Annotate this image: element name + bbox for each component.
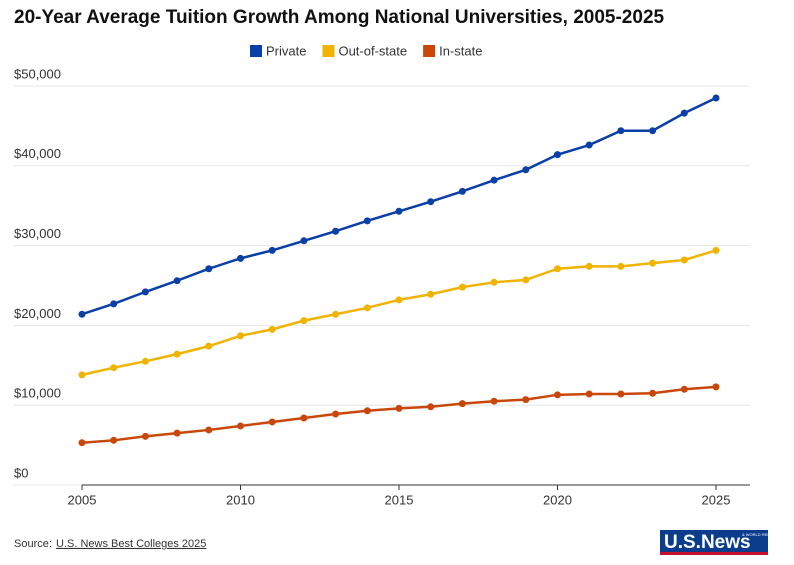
point	[554, 391, 561, 399]
point	[680, 256, 688, 264]
y-tick-label: $20,000	[14, 306, 61, 321]
point	[173, 277, 181, 285]
legend-label: Out-of-state	[338, 43, 407, 58]
point	[268, 418, 276, 426]
point	[427, 403, 435, 411]
point	[554, 151, 561, 159]
point	[363, 407, 371, 415]
point	[427, 290, 435, 298]
point	[522, 396, 530, 404]
point	[712, 383, 720, 391]
point	[78, 439, 86, 447]
point	[332, 310, 340, 318]
point	[395, 296, 403, 304]
legend-label: Private	[266, 43, 306, 58]
point	[268, 246, 276, 254]
point	[237, 254, 244, 262]
x-tick-label: 2025	[702, 492, 731, 507]
x-tick-label: 2010	[226, 492, 255, 507]
x-tick-label: 2020	[543, 492, 572, 507]
x-tick-label: 2005	[68, 492, 97, 507]
point	[649, 389, 657, 397]
point	[205, 342, 213, 350]
point	[395, 207, 403, 215]
point	[237, 422, 244, 430]
point	[78, 371, 86, 379]
legend-swatch	[423, 45, 436, 57]
point	[585, 262, 593, 270]
logo-small: & WORLD REPORT	[742, 532, 779, 537]
point	[110, 300, 118, 308]
point	[332, 227, 340, 235]
y-tick-label: $40,000	[14, 146, 61, 161]
point	[680, 385, 688, 393]
point	[205, 265, 213, 273]
point	[649, 259, 657, 267]
y-tick-label: $10,000	[14, 386, 61, 401]
x-tick-label: 2015	[385, 492, 414, 507]
point	[141, 432, 149, 440]
point	[395, 404, 403, 412]
legend-swatch	[322, 45, 335, 57]
point	[173, 429, 181, 437]
point	[110, 364, 118, 372]
point	[490, 397, 498, 405]
y-tick-label: $0	[14, 465, 28, 480]
point	[300, 414, 308, 422]
point	[268, 325, 276, 333]
point	[300, 237, 308, 245]
point	[490, 278, 498, 286]
point	[78, 310, 86, 318]
point	[712, 94, 720, 102]
point	[205, 426, 213, 434]
point	[680, 109, 688, 117]
y-tick-label: $50,000	[14, 66, 61, 81]
point	[458, 187, 466, 195]
point	[617, 127, 625, 135]
point	[490, 176, 498, 184]
legend-label: In-state	[439, 43, 482, 58]
point	[141, 288, 149, 296]
point	[300, 317, 308, 325]
point	[141, 357, 149, 365]
point	[110, 436, 118, 444]
logo-stripe	[660, 552, 768, 555]
chart-title: 20-Year Average Tuition Growth Among Nat…	[14, 7, 665, 28]
point	[712, 246, 720, 254]
logo-box	[660, 530, 768, 552]
point	[617, 262, 625, 270]
point	[585, 390, 593, 398]
point	[427, 198, 435, 206]
point	[585, 141, 593, 149]
logo-main: U.S.News	[664, 532, 751, 553]
point	[363, 304, 371, 312]
point	[237, 332, 244, 340]
point	[458, 400, 466, 408]
point	[458, 283, 466, 291]
point	[522, 166, 530, 174]
point	[332, 410, 340, 418]
legend-swatch	[250, 45, 262, 57]
source-link[interactable]: U.S. News Best Colleges 2025	[56, 538, 206, 550]
point	[617, 390, 625, 398]
y-tick-label: $30,000	[14, 226, 61, 241]
point	[554, 265, 561, 273]
point	[363, 217, 371, 225]
source-prefix: Source:	[14, 538, 52, 550]
point	[173, 350, 181, 358]
point	[649, 127, 657, 135]
point	[522, 276, 530, 284]
